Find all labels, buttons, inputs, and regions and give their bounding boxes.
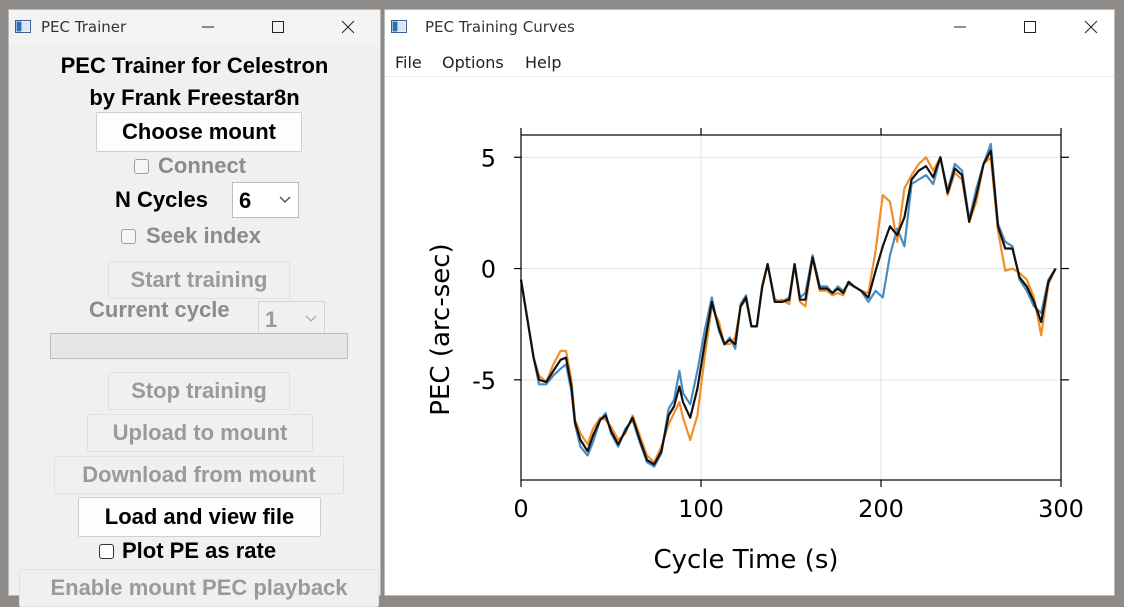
connect-checkbox[interactable]: [134, 159, 149, 174]
current-cycle-value: 1: [265, 307, 278, 332]
window-title: PEC Training Curves: [425, 18, 575, 36]
current-cycle-label: Current cycle: [89, 297, 230, 322]
plot-pe-as-rate-label: Plot PE as rate: [122, 538, 277, 563]
chevron-down-icon: [279, 196, 291, 203]
seek-index-label: Seek index: [146, 223, 261, 248]
maximize-icon: [1024, 21, 1036, 33]
y-tick-label: -5: [472, 367, 496, 395]
minimize-icon: [202, 26, 214, 28]
pec-chart: 0 100 200 300 5 0 -5 Cycle Time (s) PEC (arc-sec…: [426, 128, 1084, 575]
heading-line-2: by Frank Freestar8n: [89, 85, 300, 110]
stop-training-button[interactable]: Stop training: [108, 372, 290, 410]
close-icon: [341, 20, 355, 34]
close-icon: [1084, 20, 1098, 34]
menu-bar: File Options Help: [385, 44, 1114, 77]
app-icon: [15, 20, 31, 33]
x-tick-label: 100: [678, 495, 724, 523]
close-button[interactable]: [325, 10, 371, 44]
upload-to-mount-button[interactable]: Upload to mount: [87, 414, 313, 452]
maximize-button[interactable]: [255, 10, 301, 44]
plot-area: 0 100 200 300 5 0 -5 Cycle Time (s) PEC (arc-sec…: [385, 77, 1114, 595]
menu-options[interactable]: Options: [442, 53, 504, 72]
maximize-icon: [272, 21, 284, 33]
n-cycles-value: 6: [239, 188, 252, 213]
heading-line-1: PEC Trainer for Celestron: [60, 53, 329, 78]
minimize-icon: [954, 26, 966, 28]
load-and-view-file-button[interactable]: Load and view file: [78, 497, 321, 537]
maximize-button[interactable]: [1007, 10, 1053, 44]
plot-pe-as-rate-checkbox[interactable]: [99, 544, 114, 559]
seek-index-checkbox[interactable]: [121, 229, 136, 244]
x-tick-label: 300: [1038, 495, 1084, 523]
y-axis-label: PEC (arc-sec): [426, 243, 456, 415]
title-bar[interactable]: PEC Trainer: [9, 10, 380, 44]
x-tick-label: 0: [513, 495, 528, 523]
app-icon: [391, 20, 407, 33]
chevron-down-icon: [305, 315, 317, 322]
minimize-button[interactable]: [185, 10, 231, 44]
close-button[interactable]: [1068, 10, 1114, 44]
title-bar[interactable]: PEC Training Curves: [385, 10, 1114, 44]
n-cycles-label: N Cycles: [115, 187, 208, 212]
connect-label: Connect: [158, 153, 246, 178]
y-tick-label: 5: [481, 144, 496, 172]
control-panel: PEC Trainer for Celestron by Frank Frees…: [9, 44, 380, 607]
x-tick-label: 200: [858, 495, 904, 523]
plot-frame: [520, 134, 1062, 481]
pec-training-curves-window: PEC Training Curves File Options Help 0 1…: [384, 9, 1115, 596]
training-progress-bar: [50, 333, 348, 359]
y-tick-label: 0: [481, 256, 496, 284]
current-cycle-select[interactable]: 1: [258, 301, 325, 337]
series-line-3: [519, 149, 1057, 466]
start-training-button[interactable]: Start training: [108, 261, 290, 299]
choose-mount-button[interactable]: Choose mount: [96, 112, 302, 152]
window-title: PEC Trainer: [41, 18, 127, 36]
menu-file[interactable]: File: [395, 53, 422, 72]
n-cycles-select[interactable]: 6: [232, 182, 299, 218]
series-line-2: [519, 156, 1057, 464]
x-axis-label: Cycle Time (s): [653, 545, 838, 575]
pec-trainer-window: PEC Trainer PEC Trainer for Celestron by…: [8, 9, 381, 607]
enable-pec-playback-button[interactable]: Enable mount PEC playback: [19, 569, 379, 607]
minimize-button[interactable]: [937, 10, 983, 44]
menu-help[interactable]: Help: [525, 53, 562, 72]
download-from-mount-button[interactable]: Download from mount: [54, 456, 344, 494]
